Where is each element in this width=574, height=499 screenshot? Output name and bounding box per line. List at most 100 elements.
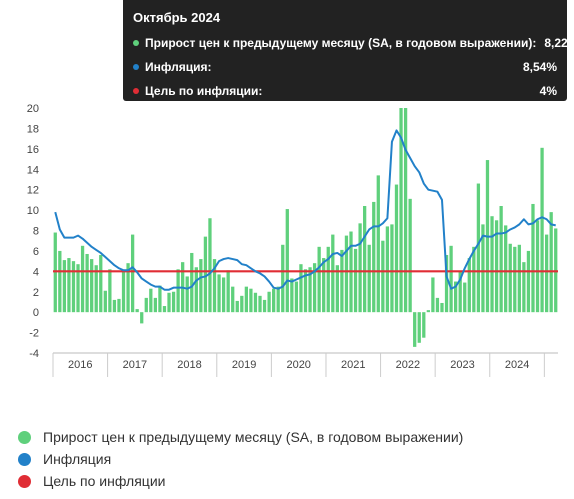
bar[interactable] (158, 285, 162, 313)
bar[interactable] (413, 312, 417, 347)
bar[interactable] (217, 274, 221, 313)
bar[interactable] (149, 288, 153, 313)
bar[interactable] (108, 269, 112, 313)
bar[interactable] (112, 299, 117, 313)
bar[interactable] (258, 295, 262, 313)
bar[interactable] (144, 297, 148, 313)
bar[interactable] (522, 262, 526, 313)
bar[interactable] (71, 261, 76, 313)
bar[interactable] (403, 108, 408, 313)
bar[interactable] (67, 258, 71, 313)
bar[interactable] (121, 271, 126, 313)
bar[interactable] (308, 267, 312, 313)
bar[interactable] (272, 288, 276, 313)
bar[interactable] (417, 312, 421, 343)
bar[interactable] (431, 277, 435, 313)
bar[interactable] (117, 298, 121, 313)
bar[interactable] (244, 286, 248, 313)
bar[interactable] (262, 299, 267, 313)
bar[interactable] (472, 246, 476, 313)
bar[interactable] (208, 218, 212, 313)
bar[interactable] (363, 206, 367, 313)
bar[interactable] (517, 244, 521, 313)
bar[interactable] (549, 212, 553, 313)
bar[interactable] (235, 300, 239, 313)
bar[interactable] (544, 234, 549, 313)
legend-item-price-growth[interactable]: Прирост цен к предыдущему месяцу (SA, в … (18, 426, 463, 448)
bar[interactable] (426, 310, 430, 313)
bar[interactable] (458, 271, 462, 313)
bar[interactable] (540, 147, 544, 313)
bar[interactable] (476, 183, 481, 313)
bar[interactable] (317, 246, 321, 313)
bar[interactable] (276, 286, 280, 313)
legend-item-inflation[interactable]: Инфляция (18, 448, 463, 470)
bar[interactable] (249, 288, 253, 313)
bar[interactable] (508, 243, 512, 313)
bar[interactable] (381, 240, 385, 313)
bar[interactable] (408, 198, 412, 313)
bar[interactable] (203, 236, 208, 313)
bar[interactable] (481, 224, 485, 313)
bar[interactable] (240, 295, 244, 313)
bar[interactable] (372, 201, 376, 313)
bar[interactable] (344, 235, 349, 313)
bar[interactable] (294, 281, 299, 313)
bar[interactable] (285, 209, 289, 313)
bar[interactable] (376, 175, 380, 313)
bar[interactable] (253, 292, 258, 313)
bar[interactable] (322, 258, 326, 313)
bar[interactable] (353, 248, 358, 313)
bar[interactable] (267, 291, 271, 313)
bar[interactable] (130, 234, 135, 313)
bar[interactable] (90, 259, 94, 313)
bar[interactable] (199, 259, 203, 313)
bar[interactable] (463, 282, 467, 313)
inflation-line[interactable] (54, 129, 556, 291)
bar[interactable] (490, 216, 494, 313)
bar[interactable] (435, 297, 440, 313)
bar[interactable] (454, 281, 458, 313)
bar[interactable] (226, 270, 230, 313)
bar[interactable] (167, 292, 171, 313)
bar[interactable] (153, 297, 158, 313)
bar[interactable] (212, 259, 217, 313)
bar[interactable] (176, 269, 180, 313)
bar[interactable] (281, 244, 285, 313)
bar[interactable] (422, 312, 426, 338)
bar[interactable] (467, 258, 471, 313)
bar[interactable] (99, 255, 103, 313)
bar[interactable] (162, 306, 167, 313)
bar[interactable] (290, 278, 294, 313)
bar[interactable] (194, 267, 198, 313)
bar[interactable] (385, 226, 390, 313)
bar[interactable] (85, 253, 89, 313)
bar[interactable] (449, 245, 453, 313)
bar[interactable] (94, 265, 98, 313)
bar[interactable] (190, 252, 194, 313)
bar[interactable] (135, 309, 139, 313)
bar[interactable] (444, 255, 449, 313)
bar[interactable] (303, 269, 308, 313)
bar[interactable] (367, 244, 371, 313)
bar[interactable] (126, 263, 130, 313)
bar[interactable] (504, 225, 508, 313)
bar[interactable] (494, 220, 499, 313)
bar[interactable] (80, 245, 85, 313)
bar[interactable] (331, 234, 335, 313)
bar[interactable] (299, 264, 303, 313)
bar[interactable] (185, 276, 189, 313)
bar[interactable] (390, 224, 394, 313)
bar[interactable] (103, 290, 107, 313)
bar[interactable] (62, 260, 67, 313)
bar[interactable] (499, 206, 503, 313)
bar[interactable] (312, 263, 317, 313)
legend-item-target[interactable]: Цель по инфляции (18, 470, 463, 492)
bar[interactable] (526, 250, 531, 313)
bar[interactable] (58, 250, 62, 313)
bar[interactable] (535, 220, 540, 313)
bar[interactable] (358, 223, 362, 313)
bar[interactable] (340, 249, 344, 313)
bar[interactable] (76, 264, 80, 313)
bar[interactable] (221, 277, 226, 313)
